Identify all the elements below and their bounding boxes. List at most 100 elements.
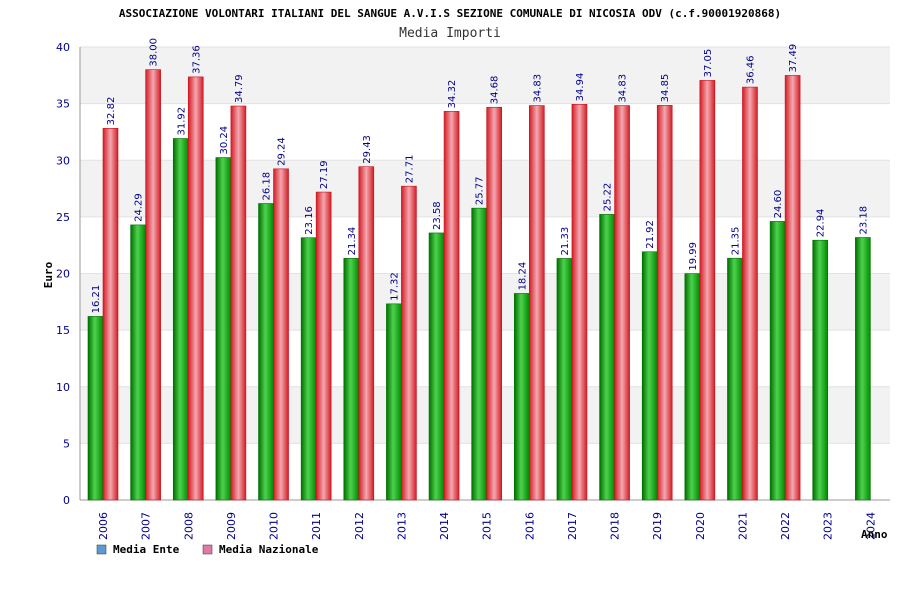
value-label: 21.34 <box>347 227 358 256</box>
bar-media-nazionale-2018 <box>614 105 630 501</box>
value-label: 21.35 <box>730 227 741 256</box>
chart-subtitle: Media Importi <box>399 26 501 41</box>
bar-media-nazionale-2007 <box>145 69 161 501</box>
value-label: 24.60 <box>773 190 784 219</box>
x-tick-label: 2021 <box>736 512 749 540</box>
y-tick-label: 20 <box>56 268 70 281</box>
value-label: 27.71 <box>404 155 415 184</box>
bar-media-ente-2017 <box>556 258 573 501</box>
value-label: 34.79 <box>234 74 245 103</box>
y-tick-label: 30 <box>56 154 70 167</box>
x-tick-label: 2022 <box>779 512 792 540</box>
x-tick-label: 2017 <box>566 512 579 540</box>
legend-swatch-nazionale <box>202 544 213 555</box>
value-label: 22.94 <box>816 209 827 238</box>
value-label: 37.05 <box>703 49 714 78</box>
bar-media-ente-2008 <box>172 138 189 501</box>
x-tick-label: 2009 <box>225 512 238 540</box>
bar-media-nazionale-2015 <box>486 106 502 501</box>
value-label: 23.18 <box>858 206 869 235</box>
bar-media-nazionale-2014 <box>443 111 460 501</box>
x-tick-label: 2023 <box>822 512 835 540</box>
legend-label-ente: Media Ente <box>113 543 180 556</box>
value-label: 25.77 <box>475 177 486 206</box>
bar-media-ente-2021 <box>727 257 743 501</box>
x-tick-label: 2012 <box>353 512 366 540</box>
bar-media-ente-2011 <box>300 237 317 501</box>
bar-media-nazionale-2020 <box>699 80 716 501</box>
bar-media-nazionale-2017 <box>571 104 588 501</box>
bar-media-ente-2022 <box>769 221 786 501</box>
bar-media-ente-2019 <box>641 251 658 501</box>
value-label: 23.58 <box>432 201 443 230</box>
value-label: 29.24 <box>277 137 288 166</box>
value-label: 34.83 <box>618 74 629 103</box>
bar-media-nazionale-2006 <box>102 128 119 501</box>
value-labels-group: 16.21 24.29 31.92 30.24 26.18 23.16 21.34 17.32… <box>91 38 869 313</box>
x-axis-ticks: 2006 2007 2008 2009 2010 2011 2012 2013 2014 2015… <box>97 512 877 540</box>
value-label: 17.32 <box>389 272 400 301</box>
value-label: 16.21 <box>91 285 102 314</box>
bar-media-ente-2015 <box>471 207 487 501</box>
bar-media-nazionale-2011 <box>315 191 332 501</box>
y-tick-label: 25 <box>56 211 70 224</box>
bar-media-nazionale-2022 <box>784 75 801 501</box>
bar-media-nazionale-2016 <box>529 105 545 501</box>
value-label: 23.16 <box>304 206 315 235</box>
value-label: 34.85 <box>660 74 671 103</box>
value-label: 37.36 <box>191 45 202 74</box>
bar-media-nazionale-2008 <box>187 76 204 501</box>
bar-media-ente-2010 <box>258 203 274 501</box>
value-label: 18.24 <box>517 262 528 291</box>
x-tick-label: 2016 <box>523 512 536 540</box>
value-label: 26.18 <box>262 172 273 201</box>
value-label: 38.00 <box>149 38 160 67</box>
x-tick-label: 2019 <box>651 512 664 540</box>
value-label: 24.29 <box>134 193 145 222</box>
legend-swatch-ente <box>96 544 107 555</box>
bar-media-nazionale-2013 <box>401 185 417 501</box>
x-tick-label: 2024 <box>864 512 877 540</box>
x-tick-label: 2014 <box>438 512 451 540</box>
x-tick-label: 2010 <box>268 512 281 540</box>
y-axis-ticks: 0 5 10 15 20 25 30 35 40 <box>56 41 70 507</box>
y-tick-label: 15 <box>56 324 70 337</box>
value-label: 34.68 <box>490 76 501 105</box>
x-tick-label: 2008 <box>182 512 195 540</box>
value-label: 34.94 <box>575 73 586 102</box>
bar-media-ente-2013 <box>386 303 402 501</box>
value-label: 29.43 <box>362 135 373 164</box>
bar-media-nazionale-2009 <box>230 105 247 501</box>
y-tick-label: 35 <box>56 98 70 111</box>
bar-media-nazionale-2019 <box>656 105 673 501</box>
x-tick-label: 2006 <box>97 512 110 540</box>
legend: Media Ente Media Nazionale <box>96 543 319 556</box>
bar-media-nazionale-2010 <box>273 168 289 501</box>
y-tick-label: 5 <box>63 437 70 450</box>
bar-media-ente-2014 <box>428 232 445 501</box>
bars-group <box>87 69 871 501</box>
value-label: 37.49 <box>788 44 799 73</box>
bar-media-ente-2012 <box>343 258 360 501</box>
bar-media-ente-2016 <box>514 293 530 501</box>
value-label: 30.24 <box>219 126 230 155</box>
bar-media-ente-2006 <box>87 316 104 501</box>
legend-label-nazionale: Media Nazionale <box>219 543 319 556</box>
bar-media-ente-2020 <box>684 273 701 501</box>
y-tick-label: 10 <box>56 381 70 394</box>
bar-media-nazionale-2012 <box>358 166 375 501</box>
bar-media-ente-2007 <box>130 224 146 501</box>
value-label: 27.19 <box>319 160 330 189</box>
y-axis-label: Euro <box>42 261 55 288</box>
x-tick-label: 2007 <box>140 512 153 540</box>
value-label: 19.99 <box>688 242 699 271</box>
y-tick-label: 0 <box>63 494 70 507</box>
x-tick-label: 2011 <box>310 512 323 540</box>
chart-title: ASSOCIAZIONE VOLONTARI ITALIANI DEL SANG… <box>119 7 781 20</box>
value-label: 34.32 <box>447 80 458 109</box>
value-label: 34.83 <box>532 74 543 103</box>
value-label: 36.46 <box>745 55 756 84</box>
x-axis-label: Anno <box>861 528 888 541</box>
